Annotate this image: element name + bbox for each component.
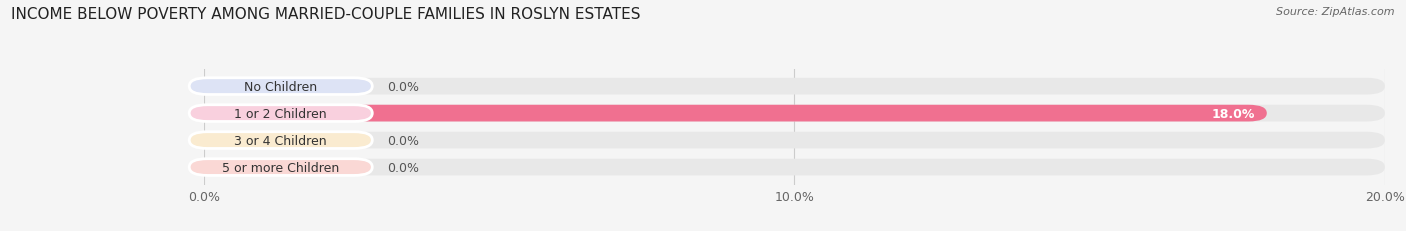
Text: 18.0%: 18.0% <box>1212 107 1256 120</box>
Text: 0.0%: 0.0% <box>387 134 419 147</box>
Text: 0.0%: 0.0% <box>387 161 419 174</box>
FancyBboxPatch shape <box>204 105 1385 122</box>
FancyBboxPatch shape <box>204 159 1385 176</box>
Text: Source: ZipAtlas.com: Source: ZipAtlas.com <box>1277 7 1395 17</box>
FancyBboxPatch shape <box>204 132 1385 149</box>
Text: 1 or 2 Children: 1 or 2 Children <box>235 107 328 120</box>
Text: 3 or 4 Children: 3 or 4 Children <box>235 134 328 147</box>
FancyBboxPatch shape <box>190 159 373 176</box>
FancyBboxPatch shape <box>190 105 373 122</box>
FancyBboxPatch shape <box>190 79 373 95</box>
Text: 0.0%: 0.0% <box>387 80 419 93</box>
Text: 5 or more Children: 5 or more Children <box>222 161 339 174</box>
FancyBboxPatch shape <box>204 79 1385 95</box>
FancyBboxPatch shape <box>190 132 373 149</box>
Text: INCOME BELOW POVERTY AMONG MARRIED-COUPLE FAMILIES IN ROSLYN ESTATES: INCOME BELOW POVERTY AMONG MARRIED-COUPL… <box>11 7 641 22</box>
FancyBboxPatch shape <box>204 105 1267 122</box>
Text: No Children: No Children <box>245 80 318 93</box>
